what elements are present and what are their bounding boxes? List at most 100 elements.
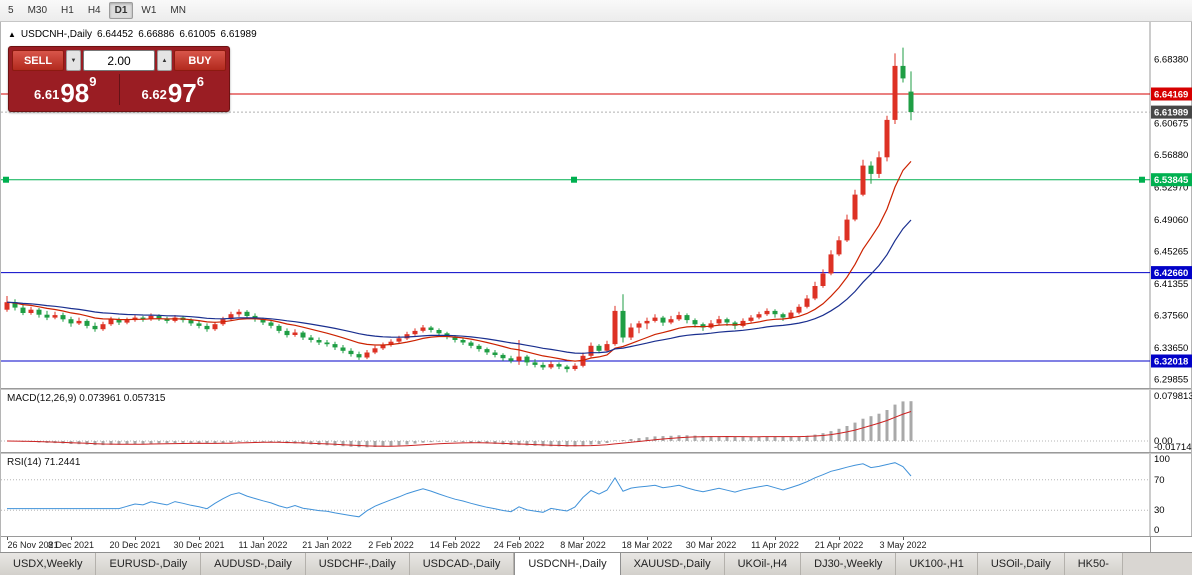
sell-price-big: 98 bbox=[60, 78, 90, 108]
timeframe-mn[interactable]: MN bbox=[170, 5, 186, 16]
time-tick bbox=[519, 537, 520, 540]
time-axis-label: 14 Feb 2022 bbox=[429, 540, 481, 550]
macd-axis-label: 0.079813 bbox=[1154, 391, 1192, 402]
timeframe-d1[interactable]: D1 bbox=[108, 2, 134, 19]
tab-usdcnh-daily[interactable]: USDCNH-,Daily bbox=[514, 553, 621, 575]
svg-text:6.64169: 6.64169 bbox=[1154, 90, 1188, 101]
rsi-axis-label: 0 bbox=[1154, 525, 1159, 536]
time-tick bbox=[455, 537, 456, 540]
chart-icon: ▲ bbox=[8, 30, 16, 39]
trendline-handle bbox=[3, 176, 9, 183]
axis-corner-separator bbox=[1150, 537, 1151, 552]
tab-xauusd-daily[interactable]: XAUUSD-,Daily bbox=[620, 553, 725, 575]
rsi-axis-label: 70 bbox=[1154, 475, 1165, 486]
lot-size-input[interactable] bbox=[83, 50, 155, 71]
macd-pane[interactable]: 0.079813 0.00-0.01714 bbox=[1, 390, 1192, 452]
rsi-axis-label: 30 bbox=[1154, 505, 1165, 516]
sell-button[interactable]: SELL bbox=[12, 50, 64, 71]
tab-hk50[interactable]: HK50- bbox=[1064, 553, 1123, 575]
pane-splitter[interactable] bbox=[1, 388, 1191, 390]
lot-decrease-button[interactable]: ▼ bbox=[66, 50, 81, 71]
chart-window: ▲ USDCNH-,Daily 6.64452 6.66886 6.61005 … bbox=[0, 22, 1192, 552]
sell-price-prefix: 6.61 bbox=[34, 87, 60, 102]
time-tick bbox=[327, 537, 328, 540]
pane-splitter[interactable] bbox=[1, 452, 1191, 454]
time-tick bbox=[199, 537, 200, 540]
buy-button[interactable]: BUY bbox=[174, 50, 226, 71]
trendline-handle bbox=[571, 176, 577, 183]
chevron-down-icon: ▼ bbox=[70, 57, 77, 64]
tab-usoil-daily[interactable]: USOil-,Daily bbox=[977, 553, 1065, 575]
main-chart-pane[interactable]: 6.68380 6.60675 6.56880 6.52970 6.49060 6.452… bbox=[1, 22, 1192, 388]
time-tick bbox=[647, 537, 648, 540]
macd-label: MACD(12,26,9) 0.073961 0.057315 bbox=[7, 393, 166, 404]
time-axis-label: 8 Mar 2022 bbox=[560, 540, 606, 550]
svg-text:6.37560: 6.37560 bbox=[1154, 311, 1188, 322]
svg-text:6.32018: 6.32018 bbox=[1154, 357, 1188, 368]
tab-dj30-weekly[interactable]: DJ30-,Weekly bbox=[801, 553, 897, 575]
time-axis[interactable]: 26 Nov 2021 8 Dec 2021 20 Dec 2021 30 Dec 2… bbox=[1, 536, 1192, 552]
time-tick bbox=[7, 537, 8, 540]
time-tick bbox=[775, 537, 776, 540]
tab-usdchf-daily[interactable]: USDCHF-,Daily bbox=[305, 553, 410, 575]
time-tick bbox=[391, 537, 392, 540]
time-axis-label: 21 Jan 2022 bbox=[302, 540, 352, 550]
buy-price-sup: 6 bbox=[196, 74, 204, 89]
timeframe-h1[interactable]: H1 bbox=[61, 5, 74, 16]
svg-text:6.60675: 6.60675 bbox=[1154, 119, 1188, 130]
svg-text:6.42660: 6.42660 bbox=[1154, 268, 1188, 279]
price-tag bbox=[1151, 173, 1192, 187]
timeframe-toolbar: 5 M30 H1 H4 D1 W1 MN bbox=[0, 0, 1192, 22]
time-axis-label: 11 Apr 2022 bbox=[751, 540, 799, 550]
horizontal-price-lines[interactable] bbox=[1, 93, 1150, 362]
time-axis-label: 30 Dec 2021 bbox=[173, 540, 225, 550]
timeframe-m30[interactable]: M30 bbox=[27, 5, 48, 16]
time-tick bbox=[839, 537, 840, 540]
time-axis-label: 20 Dec 2021 bbox=[109, 540, 161, 550]
time-axis-label: 11 Jan 2022 bbox=[238, 540, 288, 550]
chevron-up-icon: ▲ bbox=[161, 57, 168, 64]
time-tick bbox=[71, 537, 72, 540]
time-axis-label: 24 Feb 2022 bbox=[493, 540, 545, 550]
svg-text:6.56880: 6.56880 bbox=[1154, 150, 1188, 161]
svg-text:6.68380: 6.68380 bbox=[1154, 55, 1188, 66]
tab-usdx-weekly[interactable]: USDX,Weekly bbox=[0, 553, 97, 575]
svg-text:6.45265: 6.45265 bbox=[1154, 247, 1188, 258]
price-tag bbox=[1151, 87, 1192, 101]
trendline-handle bbox=[1139, 176, 1145, 183]
time-axis-label: 18 Mar 2022 bbox=[621, 540, 673, 550]
rsi-label: RSI(14) 71.2441 bbox=[7, 457, 81, 468]
svg-text:6.52970: 6.52970 bbox=[1154, 183, 1188, 194]
ohlc-open: 6.64452 bbox=[97, 29, 134, 40]
buy-price-big: 97 bbox=[167, 78, 197, 108]
ohlc-high: 6.66886 bbox=[138, 29, 175, 40]
timeframe-5[interactable]: 5 bbox=[8, 5, 14, 16]
price-divider bbox=[118, 74, 120, 105]
tab-usdcad-daily[interactable]: USDCAD-,Daily bbox=[409, 553, 515, 575]
time-axis-label: 3 May 2022 bbox=[879, 540, 927, 550]
svg-text:6.49060: 6.49060 bbox=[1154, 215, 1188, 226]
timeframe-h4[interactable]: H4 bbox=[87, 5, 101, 16]
lot-increase-button[interactable]: ▲ bbox=[157, 50, 172, 71]
tab-audusd-daily[interactable]: AUDUSD-,Daily bbox=[201, 553, 306, 575]
price-tag bbox=[1151, 266, 1192, 280]
time-tick bbox=[263, 537, 264, 540]
buy-price[interactable]: 6.62 97 6 bbox=[120, 71, 227, 108]
moving-average-26 bbox=[6, 219, 912, 354]
tab-ukoil-h4[interactable]: UKOil-,H4 bbox=[724, 553, 802, 575]
sell-price[interactable]: 6.61 98 9 bbox=[12, 71, 119, 108]
time-axis-label: 8 Dec 2021 bbox=[47, 540, 95, 550]
rsi-pane[interactable]: 100 70 30 0 bbox=[1, 454, 1192, 536]
macd-signal-line bbox=[6, 411, 912, 447]
svg-text:6.53845: 6.53845 bbox=[1154, 175, 1189, 186]
chart-tab-bar: USDX,Weekly EURUSD-,Daily AUDUSD-,Daily USD… bbox=[0, 552, 1192, 575]
time-axis-label: 30 Mar 2022 bbox=[685, 540, 737, 550]
price-tag bbox=[1151, 354, 1192, 368]
tab-eurusd-daily[interactable]: EURUSD-,Daily bbox=[96, 553, 202, 575]
rsi-line bbox=[7, 462, 912, 518]
price-axis-labels[interactable]: 6.68380 6.60675 6.56880 6.52970 6.49060 6.452… bbox=[1154, 55, 1188, 386]
macd-axis-label: 0.00 bbox=[1154, 436, 1173, 447]
timeframe-w1[interactable]: W1 bbox=[141, 5, 157, 16]
tab-uk100-h1[interactable]: UK100-,H1 bbox=[896, 553, 978, 575]
time-tick bbox=[903, 537, 904, 540]
